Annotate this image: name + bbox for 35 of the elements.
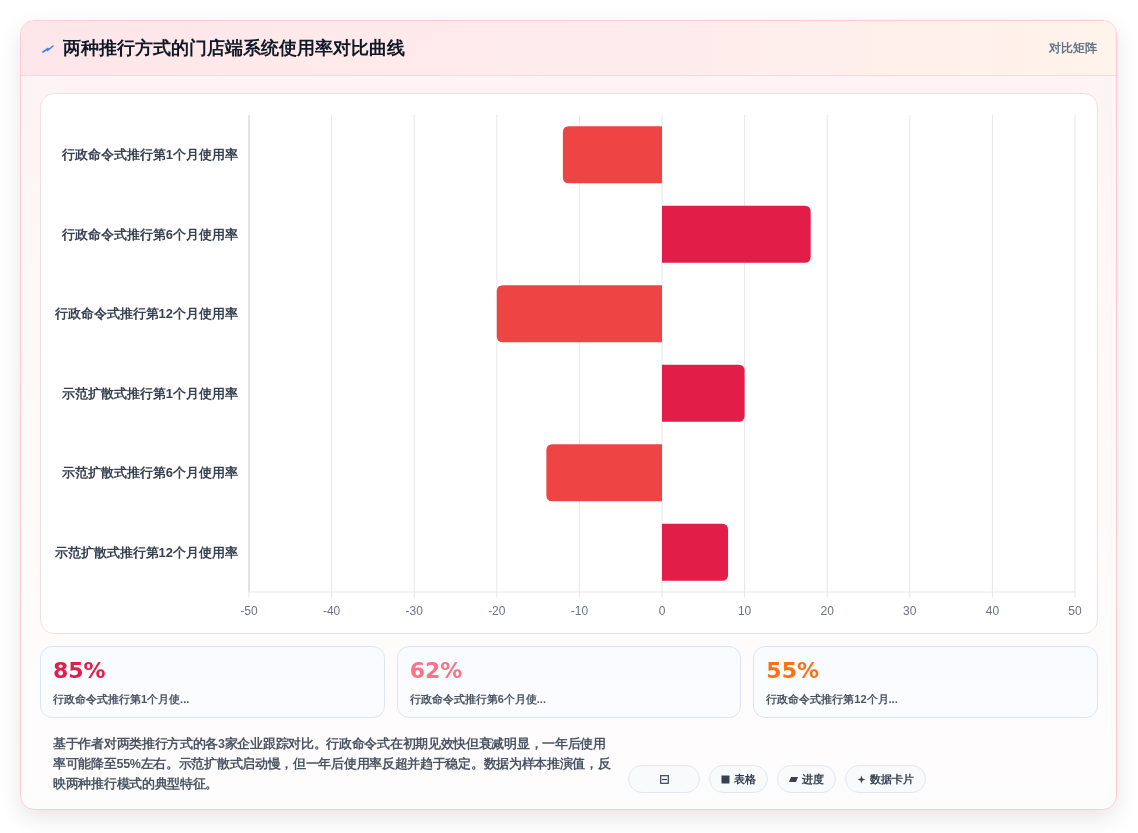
y-tick-label: 行政命令式推行第6个月使用率 bbox=[60, 226, 238, 242]
y-tick-label: 行政命令式推行第12个月使用率 bbox=[53, 306, 238, 322]
text: 进度 bbox=[802, 772, 824, 786]
bar bbox=[662, 523, 729, 581]
text: 行政命令式推行第1个月使... bbox=[53, 692, 190, 706]
x-tick-label: 50 bbox=[1068, 604, 1082, 618]
bar bbox=[662, 364, 745, 422]
x-tick-label: 40 bbox=[985, 604, 1000, 618]
bar bbox=[662, 205, 811, 263]
chart-title: 两种推行方式的门店端系统使用率对比曲线 bbox=[63, 37, 405, 60]
text: 表格 bbox=[734, 772, 756, 786]
x-tick-label: 10 bbox=[737, 604, 752, 618]
x-tick-label: -40 bbox=[322, 604, 341, 618]
y-tick-label: 示范扩散式推行第1个月使用率 bbox=[60, 385, 238, 401]
text: 数据卡片 bbox=[870, 772, 914, 786]
x-tick-label: -30 bbox=[405, 604, 424, 618]
text: 行政命令式推行第6个月使... bbox=[409, 692, 546, 706]
x-tick-label: -10 bbox=[570, 604, 589, 618]
x-tick-label: -50 bbox=[240, 604, 258, 618]
x-tick-label: 0 bbox=[658, 604, 666, 618]
y-tick-label: 示范扩散式推行第12个月使用率 bbox=[53, 544, 238, 560]
x-tick-label: 30 bbox=[903, 604, 917, 618]
text: 55% bbox=[766, 658, 819, 684]
y-tick-label: 示范扩散式推行第6个月使用率 bbox=[60, 465, 238, 481]
y-tick-label: 行政命令式推行第1个月使用率 bbox=[60, 147, 238, 163]
text: 基于作者对两类推行方式的各3家企业跟踪对比。行政命令式在初期见效快但衰减明显，一年后使用率可能降至55%左右。示范扩散式启动慢，但一年后使用率反超并趋于稳定。数据为样本推演值，反映两种推行模式的典型特征。 bbox=[53, 735, 612, 793]
x-tick-label: 20 bbox=[820, 604, 835, 618]
bar bbox=[562, 126, 662, 184]
text: 85% bbox=[53, 658, 106, 684]
bar bbox=[496, 285, 662, 343]
text: 62% bbox=[409, 658, 463, 684]
x-tick-label: -20 bbox=[488, 604, 506, 618]
bar bbox=[546, 444, 662, 502]
text: 行政命令式推行第12个月... bbox=[766, 692, 898, 706]
text: 对比矩阵 bbox=[1049, 40, 1097, 56]
